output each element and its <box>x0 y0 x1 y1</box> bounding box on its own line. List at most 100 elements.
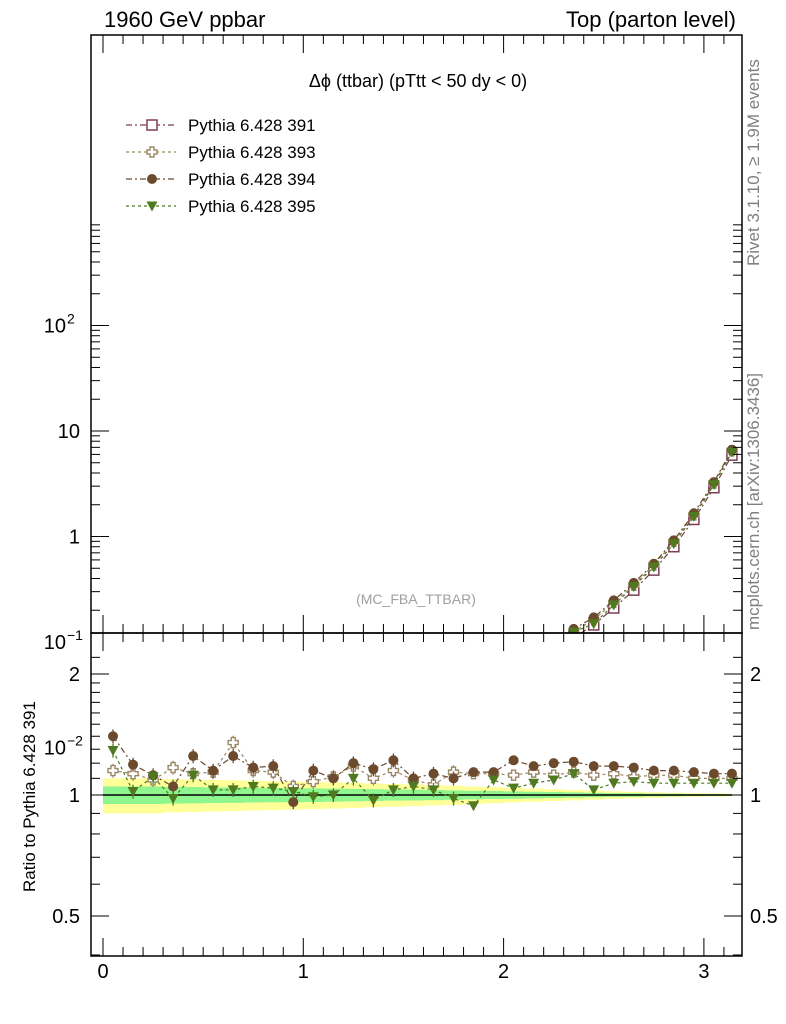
ratio-data-point <box>488 767 499 778</box>
main-data-point <box>388 713 399 723</box>
main-data-point <box>708 480 720 491</box>
ratio-data-point <box>127 767 139 780</box>
ratio-data-point <box>726 768 737 779</box>
legend-marker <box>146 119 158 131</box>
main-data-point <box>168 745 178 755</box>
main-y-tick-label: 10 <box>58 421 80 443</box>
main-data-point <box>248 738 259 748</box>
main-data-point <box>449 694 459 704</box>
main-data-point <box>148 747 158 757</box>
main-data-point <box>288 733 298 743</box>
header-right: Top (parton level) <box>566 7 736 32</box>
main-data-point <box>368 712 378 722</box>
ratio-data-point <box>388 755 399 766</box>
ratio-data-point <box>688 767 699 778</box>
main-data-point <box>568 627 580 633</box>
ratio-data-point <box>247 781 259 792</box>
ratio-data-point <box>367 795 379 806</box>
ratio-data-point <box>108 731 119 742</box>
ratio-series-line <box>112 750 732 807</box>
ratio-data-point <box>448 773 459 784</box>
main-data-point <box>288 735 298 745</box>
main-data-point <box>469 685 479 695</box>
ratio-data-point <box>568 769 580 780</box>
main-data-point <box>509 658 519 668</box>
main-data-point <box>188 738 198 748</box>
ratio-data-point <box>328 773 339 784</box>
main-data-point <box>188 734 198 744</box>
legend: Pythia 6.428 391 Pythia 6.428 393 Pythia 6… <box>126 116 316 216</box>
ratio-data-point <box>267 783 279 794</box>
ratio-data-point <box>648 765 659 776</box>
main-data-point <box>549 644 559 654</box>
main-data-point <box>388 705 398 715</box>
analysis-watermark: (MC_FBA_TTBAR) <box>356 591 476 607</box>
main-data-point <box>328 728 338 738</box>
main-data-point <box>388 714 398 724</box>
ratio-data-point <box>287 787 299 798</box>
ratio-data-point <box>307 775 320 788</box>
main-data-point <box>308 725 318 735</box>
main-data-point <box>128 742 138 752</box>
ratio-data-point <box>507 769 520 781</box>
main-data-point <box>308 728 318 738</box>
ratio-data-point <box>588 769 600 781</box>
main-data-point <box>348 715 358 725</box>
main-data-point <box>428 695 438 705</box>
ratio-data-point <box>348 758 359 769</box>
main-data-point <box>148 743 159 753</box>
main-data-point <box>208 743 218 753</box>
main-data-point <box>348 720 359 730</box>
main-data-point <box>567 631 580 633</box>
ratio-data-point <box>187 770 199 781</box>
uncertainty-bands <box>103 778 732 814</box>
main-series-line <box>570 450 733 633</box>
ratio-series-line <box>112 741 732 788</box>
main-data-point <box>208 737 218 747</box>
ratio-data-point <box>268 761 279 772</box>
ratio-data-point <box>508 755 519 766</box>
plot-title: Δϕ (ttbar) (pTtt < 50 dy < 0) <box>309 71 527 91</box>
main-data-point <box>549 639 559 649</box>
x-tick-label: 2 <box>498 961 509 983</box>
ratio-data-point <box>168 781 179 792</box>
main-data-point <box>328 723 338 733</box>
main-data-point <box>428 701 438 711</box>
ratio-data-point <box>608 778 620 789</box>
ratio-data-point <box>248 762 259 773</box>
main-data-point <box>408 704 418 714</box>
ratio-data-point <box>327 790 339 801</box>
legend-marker <box>146 146 158 158</box>
ratio-data-point <box>488 775 500 786</box>
main-data-point <box>348 716 358 726</box>
main-data-point <box>148 743 158 753</box>
main-data-point <box>588 619 600 630</box>
main-data-point <box>368 714 378 724</box>
ratio-data-point <box>608 767 620 780</box>
ratio-data-point <box>188 751 199 762</box>
main-data-point <box>449 689 459 699</box>
ratio-data-point <box>208 765 219 776</box>
ratio-data-point <box>368 764 379 775</box>
ratio-data-point <box>668 765 679 776</box>
main-plot-data <box>128 444 738 757</box>
main-data-point <box>648 562 660 573</box>
main-y-tick-exponent: 2 <box>67 311 75 327</box>
ratio-data-point <box>427 785 439 796</box>
main-data-point <box>608 600 620 611</box>
main-data-point <box>368 721 379 731</box>
main-data-point <box>128 747 139 757</box>
main-y-tick-exponent: −2 <box>67 733 83 749</box>
ratio-data-point <box>508 783 520 794</box>
ratio-data-point <box>726 778 738 789</box>
ratio-data-point <box>628 762 639 773</box>
main-data-point <box>168 738 178 748</box>
main-data-point <box>408 704 418 714</box>
main-data-point <box>528 654 539 664</box>
ratio-y-tick-label-left: 2 <box>69 664 80 686</box>
main-data-point <box>408 706 419 716</box>
main-data-point <box>489 671 499 681</box>
ratio-y-tick-label-left: 1 <box>69 785 80 807</box>
